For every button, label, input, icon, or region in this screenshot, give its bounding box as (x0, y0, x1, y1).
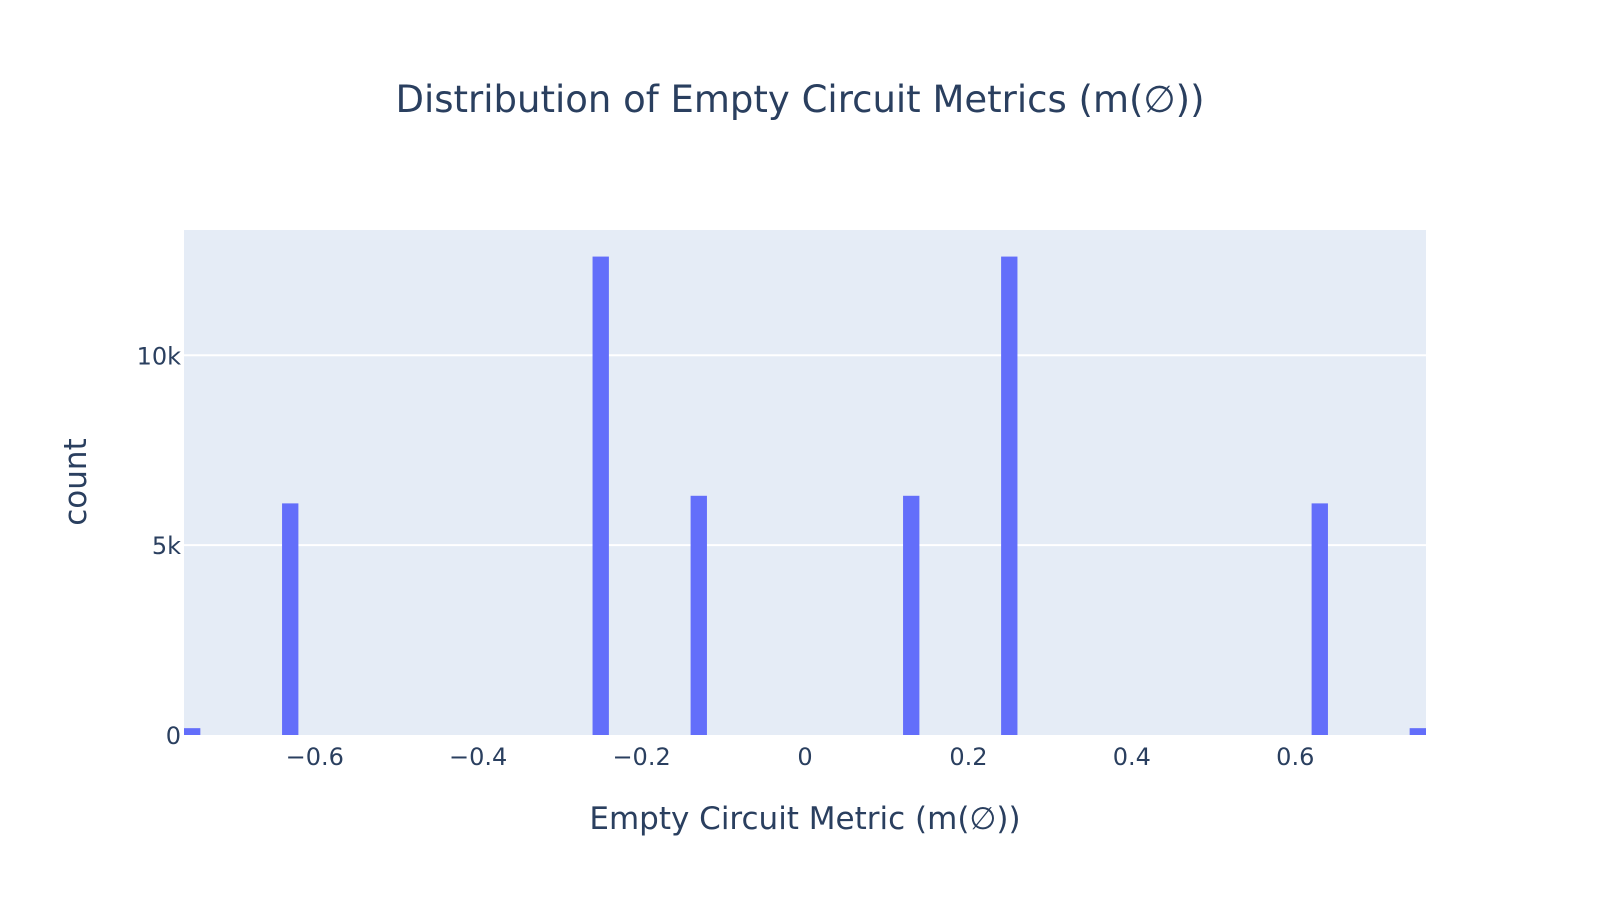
histogram-bar (282, 503, 299, 735)
histogram-bar (903, 495, 920, 735)
histogram-bar (690, 495, 707, 735)
chart-title: Distribution of Empty Circuit Metrics (m… (395, 78, 1205, 121)
x-tick-label: −0.2 (612, 743, 670, 771)
bars (184, 256, 1426, 735)
x-axis-title: Empty Circuit Metric (m(∅)) (589, 801, 1020, 837)
y-tick-label: 5k (152, 532, 181, 560)
x-tick-labels: −0.6 −0.4 −0.2 0 0.2 0.4 0.6 (286, 743, 1315, 771)
y-tick-label: 0 (166, 722, 181, 750)
y-tick-labels: 0 5k 10k (137, 342, 182, 750)
histogram-bar (1001, 256, 1018, 735)
histogram-bar (1409, 728, 1426, 735)
x-tick-label: 0.4 (1113, 743, 1151, 771)
x-tick-label: 0.2 (949, 743, 987, 771)
histogram-bar (592, 256, 609, 735)
x-tick-label: 0.6 (1276, 743, 1314, 771)
x-tick-label: −0.6 (286, 743, 344, 771)
plot-area (184, 230, 1426, 735)
histogram-bar (1311, 503, 1328, 735)
y-tick-label: 10k (137, 342, 182, 370)
x-tick-label: 0 (797, 743, 812, 771)
gridlines (184, 354, 1426, 547)
y-axis-title: count (58, 438, 94, 525)
x-tick-label: −0.4 (449, 743, 507, 771)
histogram-bar (184, 728, 201, 735)
